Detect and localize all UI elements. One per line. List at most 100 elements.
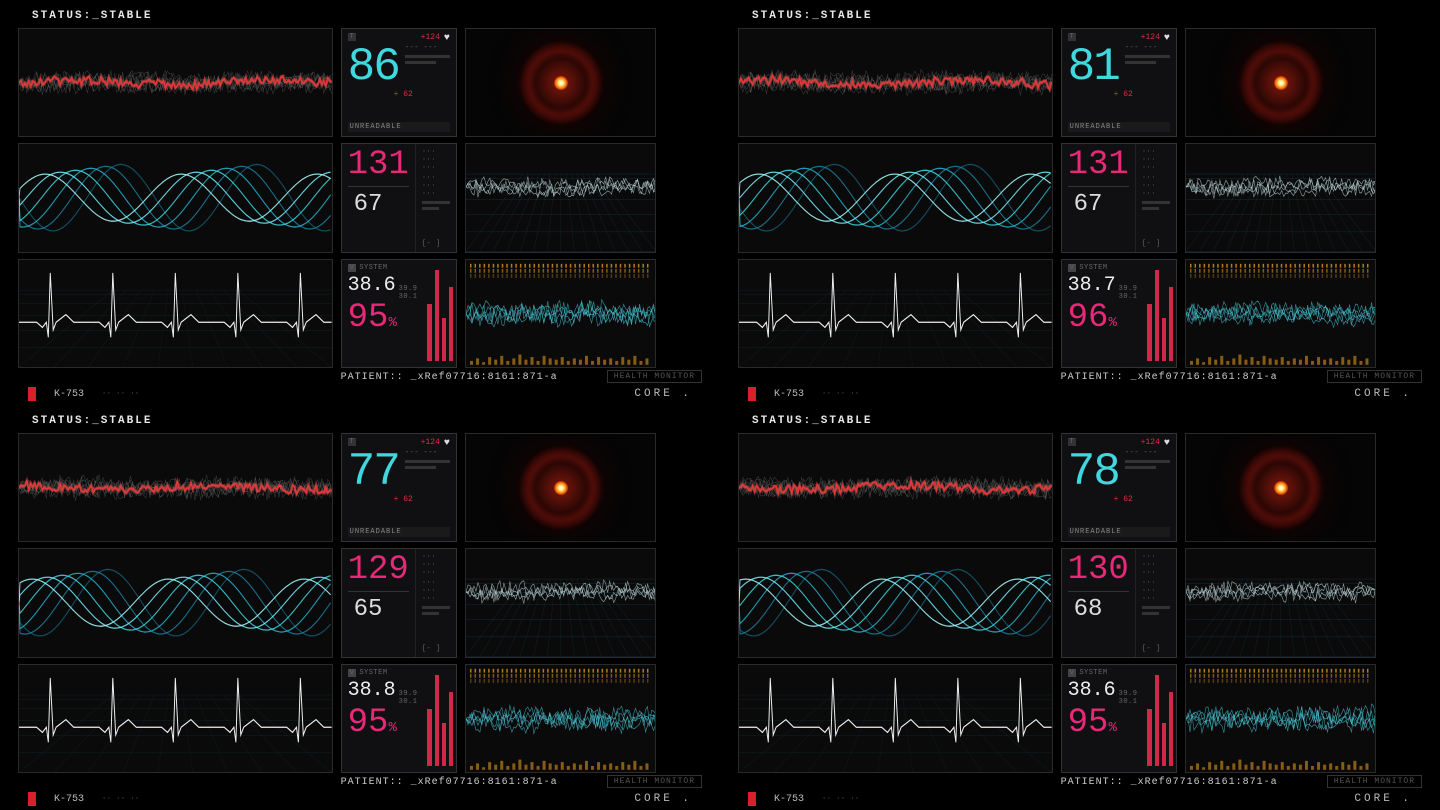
percent-sign: % bbox=[1108, 720, 1116, 736]
vsys-tag: V bbox=[348, 669, 357, 677]
footer-core-label: CORE . bbox=[1354, 388, 1412, 400]
respiration-secondary: 65 bbox=[348, 596, 409, 623]
vsys-label: SYSTEM bbox=[1079, 669, 1107, 677]
spo2-value: 95 bbox=[1068, 706, 1109, 740]
temp-aux1: 39.9 bbox=[399, 690, 418, 698]
percent-sign: % bbox=[1108, 315, 1116, 331]
respiration-secondary: 67 bbox=[348, 191, 409, 218]
spo2-value: 95 bbox=[348, 706, 389, 740]
hr-sublabel: UNREADABLE bbox=[1068, 122, 1170, 132]
monitor-quadrant: STATUS:_STABLE T +124 ♥ 78 --- --- + bbox=[720, 405, 1440, 810]
heart-icon: ♥ bbox=[1164, 33, 1170, 44]
footer-code: K-753 bbox=[774, 794, 804, 805]
respiration-waveform-panel bbox=[18, 143, 333, 252]
respiration-waveform-panel bbox=[18, 548, 333, 657]
temperature-value: 38.6 bbox=[348, 274, 396, 297]
temp-aux2: 30.1 bbox=[1119, 293, 1138, 301]
heart-icon: ♥ bbox=[444, 438, 450, 449]
health-monitor-badge: HEALTH MONITOR bbox=[1327, 775, 1422, 788]
vitals-system-readout: V SYSTEM 38.6 39.9 30.1 95 % bbox=[341, 259, 457, 368]
hr-delta-bot: + 62 bbox=[1114, 495, 1133, 504]
mesh-waveform-panel bbox=[465, 548, 657, 657]
respiration-value: 130 bbox=[1068, 553, 1129, 587]
respiration-value: 131 bbox=[1068, 148, 1129, 182]
spo2-value: 95 bbox=[348, 301, 389, 335]
pulse-core-icon bbox=[1274, 76, 1288, 90]
vsys-bars bbox=[1143, 260, 1176, 367]
pulse-visualizer bbox=[465, 433, 657, 542]
heart-rate-value: 78 bbox=[1068, 449, 1119, 495]
ecg-waveform-panel bbox=[738, 259, 1053, 368]
noise-waveform-panel bbox=[18, 433, 333, 542]
temp-aux2: 30.1 bbox=[399, 698, 418, 706]
mesh-waveform-panel bbox=[465, 143, 657, 252]
footer-bar: K-753 ·· ·· ·· CORE . bbox=[738, 788, 1422, 806]
temp-aux2: 30.1 bbox=[1119, 698, 1138, 706]
vitals-system-readout: V SYSTEM 38.6 39.9 30.1 95 % bbox=[1061, 664, 1177, 773]
monitor-quadrant: STATUS:_STABLE T +124 ♥ 81 --- --- + bbox=[720, 0, 1440, 405]
ecg-waveform-panel bbox=[738, 664, 1053, 773]
vsys-label: SYSTEM bbox=[1079, 264, 1107, 272]
spectrum-waveform-panel bbox=[465, 259, 657, 368]
percent-sign: % bbox=[388, 720, 396, 736]
spectrum-waveform-panel bbox=[465, 664, 657, 773]
status-label: STATUS:_STABLE bbox=[18, 8, 702, 28]
hr-delta-bot: + 62 bbox=[1114, 90, 1133, 99]
pulse-visualizer bbox=[465, 28, 657, 137]
vsys-tag: V bbox=[1068, 669, 1077, 677]
footer-indicator-icon bbox=[28, 792, 36, 806]
hr-delta-top: +124 bbox=[1141, 33, 1160, 42]
noise-waveform-panel bbox=[738, 433, 1053, 542]
temperature-value: 38.8 bbox=[348, 679, 396, 702]
mesh-waveform-panel bbox=[1185, 548, 1377, 657]
footer-core-label: CORE . bbox=[1354, 793, 1412, 805]
heart-rate-value: 77 bbox=[348, 449, 399, 495]
respiration-value: 129 bbox=[348, 553, 409, 587]
vsys-label: SYSTEM bbox=[359, 669, 387, 677]
vsys-bars bbox=[1143, 665, 1176, 772]
hr-tag: T bbox=[1068, 438, 1077, 446]
temperature-value: 38.7 bbox=[1068, 274, 1116, 297]
temp-aux2: 30.1 bbox=[399, 293, 418, 301]
patient-id-label: PATIENT:: _xRef07716:8161:871-a bbox=[1061, 370, 1278, 383]
hr-tag: T bbox=[348, 438, 357, 446]
respiration-waveform-panel bbox=[738, 143, 1053, 252]
vsys-tag: V bbox=[348, 264, 357, 272]
respiration-value: 131 bbox=[348, 148, 409, 182]
vsys-bars bbox=[423, 260, 456, 367]
pulse-core-icon bbox=[554, 76, 568, 90]
spectrum-waveform-panel bbox=[1185, 664, 1377, 773]
respiration-secondary: 68 bbox=[1068, 596, 1129, 623]
vitals-system-readout: V SYSTEM 38.8 39.9 30.1 95 % bbox=[341, 664, 457, 773]
temp-aux1: 39.9 bbox=[1119, 690, 1138, 698]
hr-delta-bot: + 62 bbox=[394, 495, 413, 504]
footer-indicator-icon bbox=[748, 792, 756, 806]
respiration-readout: 130 68 ··· ··· ··· ··· ··· ··· [- ] bbox=[1061, 548, 1177, 657]
noise-waveform-panel bbox=[738, 28, 1053, 137]
hr-delta-bot: + 62 bbox=[394, 90, 413, 99]
respiration-secondary: 67 bbox=[1068, 191, 1129, 218]
pulse-visualizer bbox=[1185, 433, 1377, 542]
ecg-waveform-panel bbox=[18, 664, 333, 773]
hr-sublabel: UNREADABLE bbox=[348, 122, 450, 132]
heart-rate-value: 86 bbox=[348, 44, 399, 90]
spectrum-waveform-panel bbox=[1185, 259, 1377, 368]
footer-code: K-753 bbox=[54, 794, 84, 805]
footer-core-label: CORE . bbox=[634, 388, 692, 400]
vsys-tag: V bbox=[1068, 264, 1077, 272]
footer-bar: K-753 ·· ·· ·· CORE . bbox=[738, 383, 1422, 401]
hr-tag: T bbox=[348, 33, 357, 41]
hr-tag: T bbox=[1068, 33, 1077, 41]
heart-icon: ♥ bbox=[444, 33, 450, 44]
footer-indicator-icon bbox=[748, 387, 756, 401]
footer-indicator-icon bbox=[28, 387, 36, 401]
status-label: STATUS:_STABLE bbox=[738, 413, 1422, 433]
heart-rate-readout: T +124 ♥ 81 --- --- + 62 UNREADABLE bbox=[1061, 28, 1177, 137]
heart-rate-readout: T +124 ♥ 77 --- --- + 62 UNREADABLE bbox=[341, 433, 457, 542]
vitals-system-readout: V SYSTEM 38.7 39.9 30.1 96 % bbox=[1061, 259, 1177, 368]
mesh-waveform-panel bbox=[1185, 143, 1377, 252]
pulse-core-icon bbox=[1274, 481, 1288, 495]
status-label: STATUS:_STABLE bbox=[18, 413, 702, 433]
footer-code: K-753 bbox=[774, 389, 804, 400]
heart-rate-readout: T +124 ♥ 86 --- --- + 62 UNREADABLE bbox=[341, 28, 457, 137]
